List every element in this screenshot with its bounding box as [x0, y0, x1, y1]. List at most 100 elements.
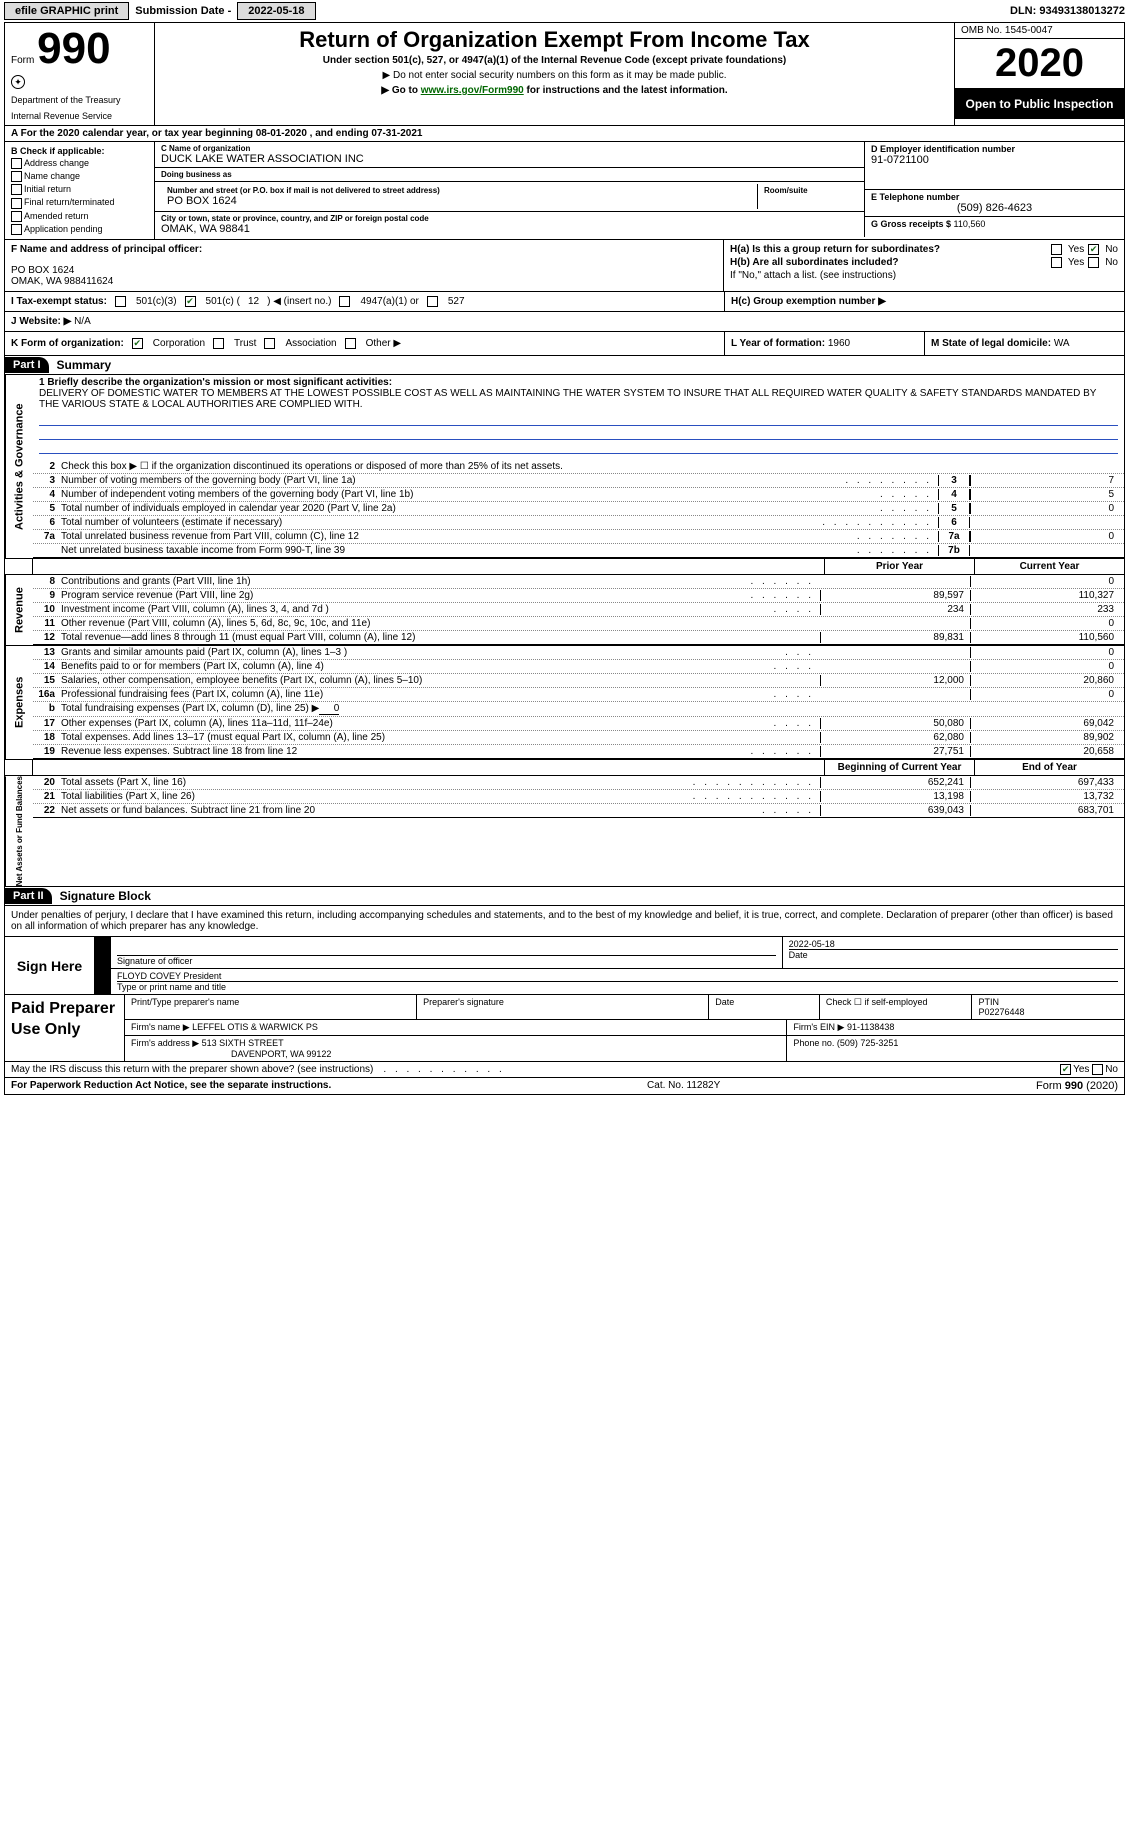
line-5-value: 0: [970, 503, 1120, 514]
phone-label: E Telephone number: [871, 192, 1118, 202]
h-b-no-ck[interactable]: [1088, 257, 1099, 268]
city-cell: City or town, state or province, country…: [155, 212, 864, 237]
row-i: I Tax-exempt status: 501(c)(3) 501(c) ( …: [5, 292, 1124, 312]
line-16a-curr: 0: [970, 689, 1120, 700]
lbl-501c-num: 12: [248, 296, 259, 307]
line-17: 17Other expenses (Part IX, column (A), l…: [33, 717, 1124, 731]
form-subtitle: Under section 501(c), 527, or 4947(a)(1)…: [161, 55, 948, 66]
line-7b: Net unrelated business taxable income fr…: [33, 544, 1124, 558]
ck-4947[interactable]: [339, 296, 350, 307]
sig-date-label: Date: [789, 949, 1118, 960]
efile-print-button[interactable]: efile GRAPHIC print: [4, 2, 129, 20]
netassets-header-row: Beginning of Current Year End of Year: [5, 760, 1124, 776]
firm-name-label: Firm's name ▶: [131, 1022, 192, 1032]
lbl-501c-post: ) ◀ (insert no.): [267, 296, 331, 307]
hdr-current-year: Current Year: [974, 559, 1124, 574]
org-name-label: C Name of organization: [161, 144, 858, 153]
line-1-mission: 1 Briefly describe the organization's mi…: [33, 375, 1124, 412]
ck-corporation[interactable]: [132, 338, 143, 349]
ck-name-change[interactable]: Name change: [11, 171, 148, 182]
sig-arrow-icon: [95, 937, 111, 968]
line-18-prior: 62,080: [820, 732, 970, 743]
ein-value: 91-0721100: [871, 154, 1118, 166]
line-18: 18Total expenses. Add lines 13–17 (must …: [33, 731, 1124, 745]
ck-association[interactable]: [264, 338, 275, 349]
lbl-corporation: Corporation: [153, 338, 205, 349]
box-c-d-e-g: C Name of organization DUCK LAKE WATER A…: [155, 142, 1124, 239]
submission-date-button[interactable]: 2022-05-18: [237, 2, 315, 20]
discuss-yes-ck[interactable]: [1060, 1064, 1071, 1075]
ck-501c3[interactable]: [115, 296, 126, 307]
ck-address-change[interactable]: Address change: [11, 158, 148, 169]
line-16b: bTotal fundraising expenses (Part IX, co…: [33, 702, 1124, 717]
topbar: efile GRAPHIC print Submission Date - 20…: [0, 0, 1129, 22]
phone-cell: E Telephone number (509) 826-4623: [865, 190, 1124, 217]
row-m-label: M State of legal domicile:: [931, 338, 1054, 349]
line-4-value: 5: [970, 489, 1120, 500]
ein-cell: D Employer identification number 91-0721…: [865, 142, 1124, 190]
irs-form990-link[interactable]: www.irs.gov/Form990: [421, 85, 524, 96]
summary-expenses: Expenses 13Grants and similar amounts pa…: [5, 646, 1124, 760]
line-21-curr: 13,732: [970, 791, 1120, 802]
line-9-prior: 89,597: [820, 590, 970, 601]
line-20-prior: 652,241: [820, 777, 970, 788]
discuss-no-ck[interactable]: [1092, 1064, 1103, 1075]
header-left: Form 990 ✦ Department of the Treasury In…: [5, 23, 155, 125]
ck-501c[interactable]: [185, 296, 196, 307]
ck-amended-return[interactable]: Amended return: [11, 211, 148, 222]
line-4: 4Number of independent voting members of…: [33, 488, 1124, 502]
ck-application-pending[interactable]: Application pending: [11, 224, 148, 235]
line-7a-value: 0: [970, 531, 1120, 542]
lbl-527: 527: [448, 296, 465, 307]
header: Form 990 ✦ Department of the Treasury In…: [5, 23, 1124, 126]
ptin-label: PTIN: [978, 997, 1118, 1007]
summary-revenue: Revenue 8Contributions and grants (Part …: [5, 575, 1124, 646]
line-13: 13Grants and similar amounts paid (Part …: [33, 646, 1124, 660]
line-22-prior: 639,043: [820, 805, 970, 816]
line-9: 9Program service revenue (Part VIII, lin…: [33, 589, 1124, 603]
form-word: Form: [11, 55, 34, 66]
ck-trust[interactable]: [213, 338, 224, 349]
part-ii-title: Signature Block: [52, 887, 159, 905]
line-10-prior: 234: [820, 604, 970, 615]
row-k-l-m: K Form of organization: Corporation Trus…: [5, 332, 1124, 356]
form-ssn-note: ▶ Do not enter social security numbers o…: [161, 70, 948, 81]
line-2-text: Check this box ▶ ☐ if the organization d…: [61, 461, 1120, 472]
ck-527[interactable]: [427, 296, 438, 307]
line-16b-text: Total fundraising expenses (Part IX, col…: [61, 703, 319, 714]
row-k-label: K Form of organization:: [11, 338, 124, 349]
ck-initial-return[interactable]: Initial return: [11, 184, 148, 195]
mission-rule-2: [39, 426, 1118, 440]
ck-other[interactable]: [345, 338, 356, 349]
sig-officer-label: Signature of officer: [117, 955, 776, 966]
open-to-public: Open to Public Inspection: [955, 89, 1124, 119]
row-m-value: WA: [1054, 338, 1070, 349]
h-b-no: No: [1105, 257, 1118, 268]
line-16a: 16aProfessional fundraising fees (Part I…: [33, 688, 1124, 702]
addr-label: Number and street (or P.O. box if mail i…: [167, 186, 751, 195]
dln-label: DLN:: [1010, 5, 1039, 17]
h-a-no-ck[interactable]: [1088, 244, 1099, 255]
h-a-line: H(a) Is this a group return for subordin…: [730, 244, 1118, 255]
lbl-other: Other ▶: [366, 338, 401, 349]
h-a-yes-ck[interactable]: [1051, 244, 1062, 255]
line-10: 10Investment income (Part VIII, column (…: [33, 603, 1124, 617]
h-b-yes-ck[interactable]: [1051, 257, 1062, 268]
pra-notice: For Paperwork Reduction Act Notice, see …: [11, 1080, 331, 1092]
firm-phone-label: Phone no.: [793, 1038, 837, 1048]
lbl-501c3: 501(c)(3): [136, 296, 177, 307]
bottom-row: For Paperwork Reduction Act Notice, see …: [5, 1078, 1124, 1094]
section-b-c-d-e-g: B Check if applicable: Address change Na…: [5, 142, 1124, 240]
h-a-yes: Yes: [1068, 244, 1084, 255]
line-11-curr: 0: [970, 618, 1120, 629]
part-i-title: Summary: [49, 356, 120, 374]
line-6: 6Total number of volunteers (estimate if…: [33, 516, 1124, 530]
line-17-prior: 50,080: [820, 718, 970, 729]
ck-final-return[interactable]: Final return/terminated: [11, 197, 148, 208]
prep-check-self[interactable]: Check ☐ if self-employed: [826, 997, 966, 1008]
line-19-prior: 27,751: [820, 746, 970, 757]
website-value: N/A: [74, 316, 91, 327]
lbl-4947: 4947(a)(1) or: [360, 296, 418, 307]
line-20-curr: 697,433: [970, 777, 1120, 788]
dba-cell: Doing business as: [155, 168, 864, 182]
